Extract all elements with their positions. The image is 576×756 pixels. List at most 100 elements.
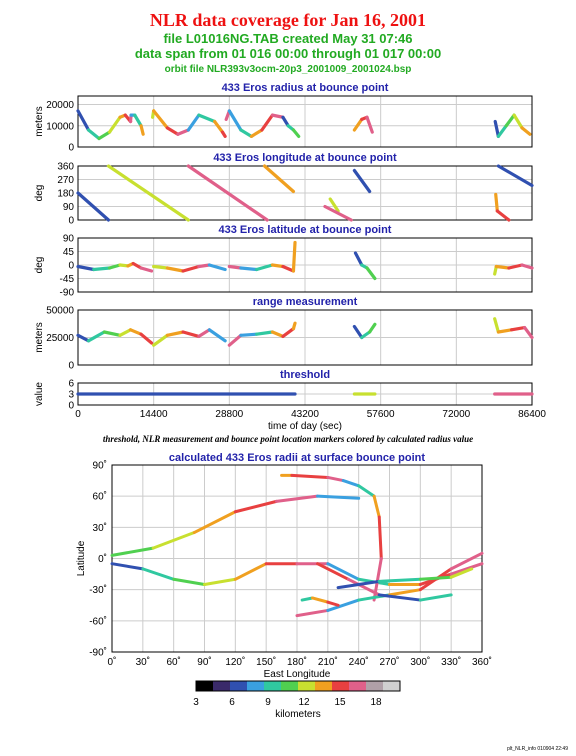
series-segment [165, 330, 185, 337]
series-segment [523, 326, 534, 340]
map-series-segment [357, 484, 376, 498]
y-tick-label: -30˚ [89, 584, 107, 596]
y-axis-label: meters [34, 322, 45, 353]
series-segment [360, 330, 372, 340]
series-segment [249, 128, 264, 138]
series-segment [239, 128, 254, 138]
map-series-segment [377, 577, 422, 583]
colorbar-tick-label: 12 [298, 697, 310, 708]
series-segment [207, 328, 227, 343]
series-segment [139, 124, 145, 136]
y-axis-label: meters [34, 106, 45, 137]
y-tick-label: 0 [68, 216, 74, 227]
x-tick-label: 300˚ [410, 656, 430, 668]
x-tick-label: 210˚ [318, 656, 338, 668]
colorbar-tick-label: 6 [229, 697, 235, 708]
series-segment [220, 130, 227, 138]
x-tick-label: 150˚ [256, 656, 276, 668]
series-segment [291, 128, 301, 138]
series-segment [281, 264, 296, 273]
colorbar-cell [332, 681, 350, 691]
series-segment [197, 263, 211, 269]
series-segment [227, 333, 243, 347]
series-segment [520, 263, 534, 270]
y-tick-label: 10000 [46, 121, 74, 132]
series-segment [496, 124, 508, 138]
y-tick-label: 25000 [46, 333, 74, 344]
series-segment [507, 263, 524, 270]
colorbar-cell [264, 681, 282, 691]
x-tick-label: 57600 [367, 409, 395, 420]
x-tick-label: 90˚ [197, 656, 211, 668]
map-series-segment [151, 531, 196, 550]
series-segment [352, 168, 372, 194]
colorbar-tick-label: 3 [193, 697, 199, 708]
y-tick-label: 0˚ [98, 553, 107, 565]
series-segment [352, 117, 364, 132]
series-segment [197, 113, 217, 124]
colorbar-cell [213, 681, 231, 691]
map-series-segment [346, 577, 381, 597]
map-x-axis-label: East Longitude [264, 669, 331, 680]
series-segment [495, 209, 511, 222]
y-tick-label: 180 [57, 189, 74, 200]
map-series-segment [377, 593, 422, 602]
series-segment [107, 263, 122, 270]
series-segment [107, 115, 122, 134]
series-segment [281, 115, 290, 128]
y-tick-label: -45 [60, 274, 75, 285]
colorbar-cell [315, 681, 333, 691]
series-segment [128, 328, 143, 336]
series-segment [239, 332, 259, 337]
series-segment [181, 330, 201, 338]
map-series-segment [192, 510, 237, 535]
x-tick-label: 330˚ [441, 656, 461, 668]
series-segment [76, 264, 96, 272]
series-segment [328, 197, 340, 213]
series-segment [365, 115, 374, 134]
series-segment [512, 113, 524, 130]
series-segment [106, 164, 190, 222]
y-axis-label: deg [34, 257, 45, 274]
x-tick-label: 28800 [215, 409, 243, 420]
y-axis-label: value [34, 382, 45, 406]
series-segment [494, 264, 511, 270]
series-segment [197, 328, 211, 338]
map-series-segment [341, 479, 361, 488]
data-span-info: data span from 01 016 00:00 through 01 0… [134, 46, 442, 61]
colorbar-label: kilometers [275, 709, 321, 720]
map-series-segment [418, 575, 453, 581]
series-segment [239, 266, 259, 272]
map-series-segment [449, 562, 484, 576]
series-segment [493, 317, 500, 334]
y-tick-label: 45 [63, 247, 75, 258]
map-series-segment [233, 562, 268, 581]
colorbar-tick-label: 18 [370, 697, 382, 708]
y-tick-label: 360 [57, 162, 74, 173]
series-segment [255, 263, 275, 272]
series-segment [262, 164, 296, 194]
series-segment [102, 330, 122, 337]
series-segment [255, 330, 275, 336]
x-tick-label: 240˚ [349, 656, 369, 668]
series-segment [213, 119, 225, 134]
colorbar-cell [298, 681, 316, 691]
series-segment [291, 240, 297, 273]
map-series-segment [274, 494, 320, 503]
series-segment [496, 328, 514, 334]
series-segment [291, 321, 297, 331]
map-y-axis-label: Latitude [76, 540, 87, 576]
series-segment [227, 264, 243, 270]
series-segment [323, 204, 353, 222]
panel-title: 433 Eros radius at bounce point [222, 82, 389, 94]
x-tick-label: 72000 [442, 409, 470, 420]
map-series-segment [377, 515, 383, 560]
panel-title: range measurement [253, 296, 358, 308]
map-series-segment [316, 494, 361, 500]
y-tick-label: 3 [68, 390, 74, 401]
series-segment [139, 332, 154, 345]
colorbar-tick-label: 15 [334, 697, 346, 708]
map-series-segment [233, 499, 278, 514]
x-tick-label: 180˚ [287, 656, 307, 668]
